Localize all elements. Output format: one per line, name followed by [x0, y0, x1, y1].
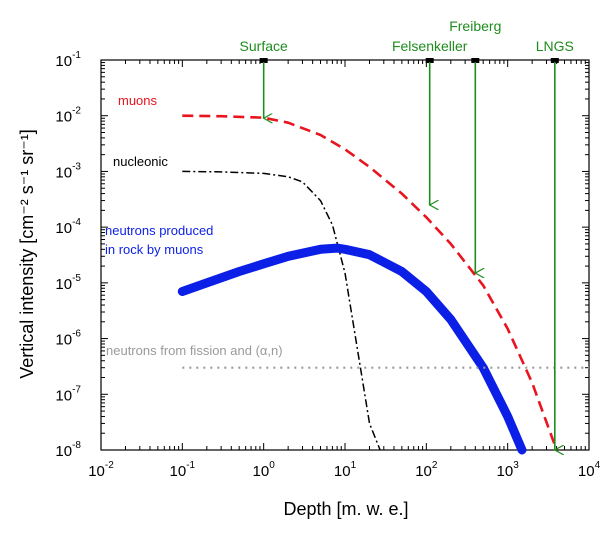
y-tick-label: 10-4: [55, 217, 81, 237]
x-axis-label: Depth [m. w. e.]: [283, 499, 408, 519]
x-tick-label: 101: [334, 460, 357, 480]
marker-cap: [425, 58, 434, 63]
y-tick-label: 10-1: [55, 50, 81, 70]
y-tick-label: 10-2: [55, 106, 81, 126]
x-tick-label: 104: [578, 460, 601, 480]
y-tick-label: 10-6: [55, 329, 81, 349]
marker-cap: [259, 58, 268, 63]
annotation-nucleonic: nucleonic: [113, 154, 168, 169]
x-tick-label: 103: [497, 460, 520, 480]
annotation-neutrons2: in rock by muons: [105, 242, 204, 257]
marker-label-surface: Surface: [240, 38, 288, 54]
marker-label-lngs: LNGS: [536, 38, 574, 54]
marker-cap: [550, 58, 559, 63]
plot-series: [177, 114, 589, 455]
marker-cap: [471, 58, 480, 63]
x-tick-label: 100: [253, 460, 276, 480]
y-tick-label: 10-5: [55, 273, 81, 293]
x-tick-label: 10-2: [88, 460, 114, 480]
marker-label-felsenkeller: Felsenkeller: [392, 38, 468, 54]
plot-annotations: muons nucleonic neutrons produced in rock b…: [105, 93, 283, 358]
annotation-fission: neutrons from fission and (α,n): [106, 343, 283, 358]
plot-axes: 10-2 10-1 100 101 102 103 104 10-8 10-7 10-6 10-5 1…: [55, 50, 600, 480]
annotation-neutrons1: neutrons produced: [105, 223, 213, 238]
y-tick-label: 10-3: [55, 161, 81, 181]
y-axis-label: Vertical intensity [cm⁻² s⁻¹ sr⁻¹]: [17, 129, 37, 379]
x-tick-label: 10-1: [170, 460, 196, 480]
series-nucleonic: [182, 170, 381, 451]
marker-label-freiberg: Freiberg: [449, 18, 501, 34]
annotation-muons: muons: [118, 93, 158, 108]
depth-markers: Surface Felsenkeller Freiberg LNGS: [240, 18, 574, 450]
series-neutrons-produced-in-rock-by-muons: [177, 243, 527, 455]
x-tick-label: 102: [415, 460, 438, 480]
y-tick-label: 10-8: [55, 440, 81, 460]
y-tick-label: 10-7: [55, 384, 81, 404]
